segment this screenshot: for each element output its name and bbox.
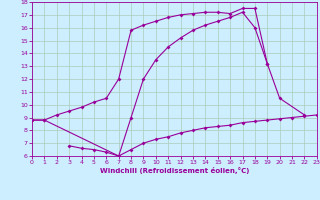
X-axis label: Windchill (Refroidissement éolien,°C): Windchill (Refroidissement éolien,°C) <box>100 167 249 174</box>
